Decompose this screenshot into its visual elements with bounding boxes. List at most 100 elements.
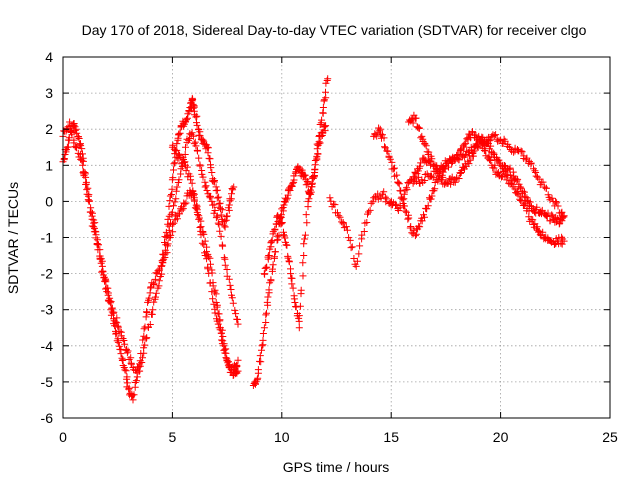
data-point [145,323,152,331]
x-tick-label: 15 [383,429,399,445]
data-point [300,240,308,248]
data-point [206,254,214,262]
data-point [78,145,86,153]
data-point [425,148,433,156]
y-tick-label: -6 [41,410,54,426]
data-point [277,220,285,228]
data-point [469,148,477,156]
data-point [546,237,554,244]
data-point [510,148,518,156]
data-point [434,166,442,174]
data-point [557,209,565,217]
data-point [548,194,556,202]
data-point [192,201,200,209]
data-point [189,132,197,140]
data-point [265,252,273,259]
data-point [389,165,397,173]
data-point [261,270,269,278]
data-point [203,187,211,194]
data-point [225,361,233,369]
data-point [211,207,219,214]
data-point [514,175,522,183]
data-point [125,384,133,392]
data-point [386,155,394,163]
data-point [554,202,562,210]
data-point [234,320,242,328]
data-point [88,215,96,223]
data-point [103,288,111,296]
data-point [213,212,221,220]
data-point [560,237,568,245]
data-point [228,190,235,198]
data-point [534,226,542,234]
data-point [196,224,204,231]
data-point [216,227,224,235]
data-point [219,333,227,340]
data-point [228,294,236,302]
data-point [213,186,221,194]
data-point [324,75,332,83]
data-point [192,142,200,150]
data-point [151,275,159,283]
data-point [278,219,286,226]
data-point [125,385,133,393]
data-point [352,262,360,270]
data-point [505,165,513,173]
data-point [209,177,217,185]
data-point [132,377,140,385]
data-point [373,132,381,140]
data-point [104,291,112,299]
data-point [138,359,146,366]
data-point [285,258,293,266]
data-point [404,215,412,223]
data-point [514,146,521,153]
data-point [211,286,219,294]
data-point [307,188,315,196]
data-point [193,112,201,120]
data-point [80,172,88,180]
data-point [553,199,561,207]
data-point [451,154,459,161]
data-point [258,346,265,354]
data-point [112,318,120,326]
data-point [431,185,439,193]
data-point [463,135,471,143]
data-point [301,235,309,243]
data-point [401,202,408,210]
data-point [152,289,160,297]
data-point [120,337,128,344]
data-point [259,336,267,344]
data-point [141,341,149,349]
data-point [487,157,495,164]
data-point [363,219,371,226]
x-tick-label: 0 [59,429,67,445]
data-point [383,195,391,203]
data-point [412,177,420,185]
data-point [200,230,208,238]
data-point [87,208,95,216]
data-point [353,257,361,265]
data-point [401,207,409,215]
data-point [175,130,183,138]
y-tick-label: 3 [45,85,53,101]
data-point [403,186,411,194]
data-point [143,334,151,342]
data-point [140,325,148,333]
data-point [169,174,177,182]
data-point [487,142,495,150]
data-point [217,329,225,337]
data-point [229,299,237,307]
data-point [173,140,181,148]
data-point [313,154,321,162]
data-point [521,193,529,201]
data-point [221,261,229,269]
data-point [100,274,108,282]
data-point [211,309,219,317]
data-point [398,193,406,201]
data-point [529,216,537,224]
data-point [196,132,204,140]
data-point [181,158,189,166]
y-tick-label: -5 [41,374,54,390]
data-point [74,133,82,141]
data-point [320,123,328,131]
